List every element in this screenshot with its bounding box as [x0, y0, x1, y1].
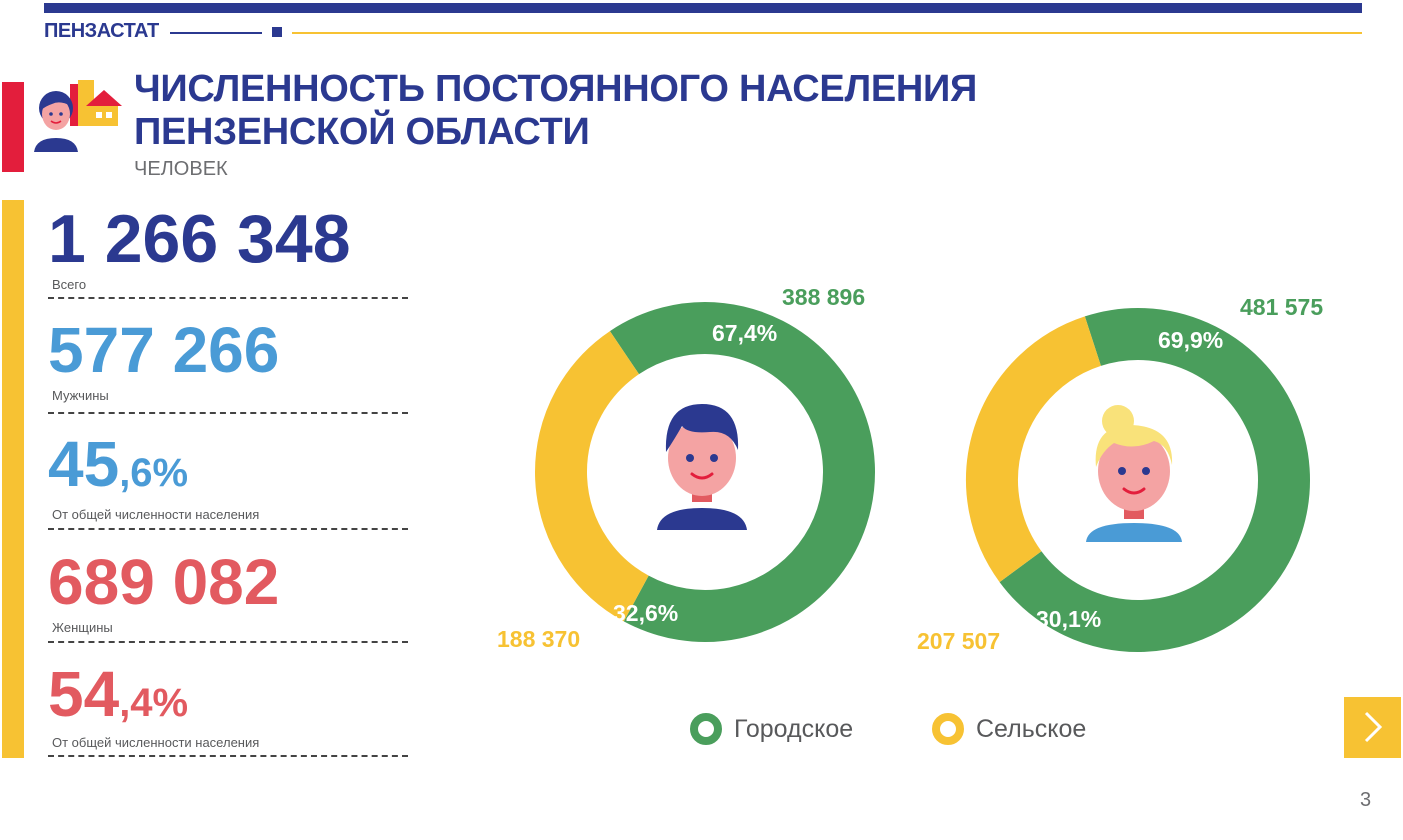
women-share-int: 54: [48, 658, 120, 730]
units-subtitle: ЧЕЛОВЕК: [134, 158, 228, 180]
men-share-label: От общей численности населения: [52, 507, 260, 522]
donut-2-value-label-urban: 481 575: [1240, 294, 1324, 320]
donut-1-slice-rural: [535, 331, 650, 622]
legend-ring-icon: [690, 713, 722, 745]
legend-item-urban: Городское: [690, 713, 853, 745]
men-label: Мужчины: [52, 388, 109, 403]
divider: [48, 297, 408, 299]
donut-1-slice-urban: [609, 302, 875, 642]
donut-1-percent-label-urban: 67,4%: [712, 320, 778, 346]
donut-2-percent-label-urban: 69,9%: [1158, 327, 1224, 353]
men-share-int: 45: [48, 428, 120, 500]
women-share-frac: ,4%: [119, 681, 189, 725]
donut-2-slice-rural: [966, 316, 1102, 583]
stat-men: 577 266 Мужчины: [48, 318, 408, 418]
total-value: 1 266 348: [48, 201, 351, 277]
men-share-frac: ,6%: [119, 451, 189, 495]
stat-women: 689 082 Женщины: [48, 550, 408, 650]
legend-label-urban: Городское: [734, 714, 854, 743]
page-title-line-2: ПЕНЗЕНСКОЙ ОБЛАСТИ: [134, 111, 590, 153]
donut-2-value-label-rural: 207 507: [917, 628, 1001, 654]
donut-1-percent-label-rural: 32,6%: [613, 600, 679, 626]
brand-accent-line: [292, 32, 1362, 34]
donut-2-slice-urban: [999, 308, 1310, 652]
brand-logo-text: ПЕНЗАСТАТ: [44, 20, 159, 42]
page-title-line-1: ЧИСЛЕННОСТЬ ПОСТОЯННОГО НАСЕЛЕНИЯ: [134, 68, 978, 110]
donut-2-percent-label-rural: 30,1%: [1036, 606, 1102, 632]
population-people-house-icon: [34, 80, 122, 152]
stat-women-share: 54,4% От общей численности населения: [48, 662, 408, 762]
legend-ring-icon: [932, 713, 964, 745]
women-label: Женщины: [52, 620, 113, 635]
legend-label-rural: Сельское: [976, 714, 1087, 743]
brand-divider-square: [272, 27, 282, 37]
legend-item-rural: Сельское: [932, 713, 1086, 745]
page-number: 3: [1360, 789, 1372, 811]
donut-1-value-label-rural: 188 370: [497, 626, 581, 652]
men-value: 577 266: [48, 314, 280, 386]
divider: [48, 755, 408, 757]
brand-divider-line: [170, 32, 262, 34]
men-share-value: 45,6%: [48, 432, 408, 496]
divider: [48, 412, 408, 414]
top-bar: [44, 3, 1362, 13]
stats-accent-bar: [2, 200, 24, 758]
next-slide-button[interactable]: [1344, 697, 1401, 758]
divider: [48, 641, 408, 643]
total-label: Всего: [52, 277, 87, 292]
women-share-label: От общей численности населения: [52, 735, 260, 750]
woman-avatar-icon: [1086, 405, 1182, 542]
women-value: 689 082: [48, 546, 280, 618]
divider: [48, 528, 408, 530]
chevron-right-icon: [1364, 711, 1383, 743]
title-accent-bar: [2, 82, 24, 172]
page-title: ЧИСЛЕННОСТЬ ПОСТОЯННОГО НАСЕЛЕНИЯ ПЕНЗЕН…: [134, 68, 977, 154]
women-share-value: 54,4%: [48, 662, 408, 726]
stat-men-share: 45,6% От общей численности населения: [48, 432, 408, 532]
donut-1-value-label-urban: 388 896: [782, 284, 866, 310]
stat-total: 1 266 348 Всего: [48, 205, 408, 305]
man-avatar-icon: [657, 404, 747, 530]
